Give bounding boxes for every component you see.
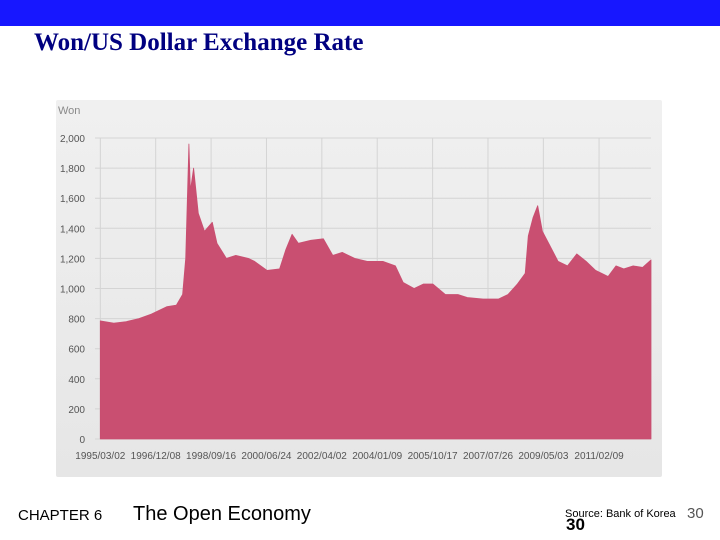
x-tick-label: 1995/03/02	[75, 451, 125, 462]
x-tick-label: 2009/05/03	[518, 451, 568, 462]
x-tick-label: 2004/01/09	[352, 451, 402, 462]
x-tick-label: 2000/06/24	[241, 451, 291, 462]
x-tick-label: 2005/10/17	[408, 451, 458, 462]
y-tick-label: 1,800	[60, 164, 85, 175]
y-tick-label: 0	[79, 435, 85, 446]
y-tick-label: 800	[68, 315, 85, 326]
slide-title: Won/US Dollar Exchange Rate	[34, 29, 364, 56]
source-note: Source: Bank of Korea	[565, 508, 676, 520]
x-tick-label: 2002/04/02	[297, 451, 347, 462]
x-tick-label: 2011/02/09	[574, 451, 624, 462]
y-axis-title: Won	[58, 105, 80, 117]
y-tick-label: 1,600	[60, 194, 85, 205]
y-tick-label: 1,000	[60, 285, 85, 296]
y-tick-label: 1,200	[60, 254, 85, 265]
area-series	[99, 143, 652, 440]
title-underlay	[0, 26, 720, 62]
exchange-rate-chart: 0 200 400 600 800 1,000 1,200 1,400 1,600 1,800 2,…	[58, 105, 652, 462]
x-tick-label: 1998/09/16	[186, 451, 236, 462]
footer-topic: The Open Economy	[133, 503, 311, 525]
title-bar	[0, 0, 720, 62]
y-tick-label: 400	[68, 375, 85, 386]
x-tick-label: 2007/07/26	[463, 451, 513, 462]
y-tick-label: 2,000	[60, 134, 85, 145]
page-number: 30	[687, 505, 704, 522]
chart-frame: 0 200 400 600 800 1,000 1,200 1,400 1,600 1,800 2,…	[56, 100, 662, 477]
y-tick-label: 600	[68, 345, 85, 356]
y-tick-label: 1,400	[60, 224, 85, 235]
x-tick-label: 1996/12/08	[131, 451, 181, 462]
y-tick-label: 200	[68, 405, 85, 416]
page-number-large: 30	[566, 515, 585, 534]
footer-chapter: CHAPTER 6	[18, 507, 103, 524]
